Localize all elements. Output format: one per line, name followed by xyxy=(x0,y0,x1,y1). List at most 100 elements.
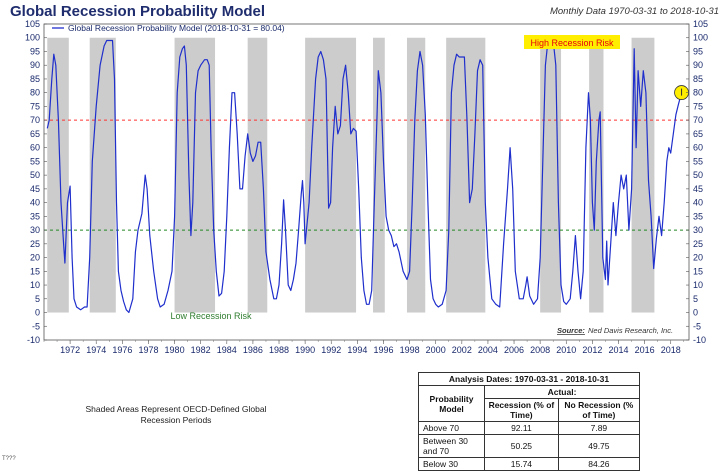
annotations: Global Recession Probability Model (2018… xyxy=(52,23,673,335)
recession-shade xyxy=(47,37,69,313)
y-tick-label: 45 xyxy=(30,184,40,194)
y-tick-label: 15 xyxy=(30,266,40,276)
source-label: Source: xyxy=(557,326,585,335)
high-risk-label: High Recession Risk xyxy=(530,38,614,48)
col-recession: Recession (% of Time) xyxy=(484,398,559,422)
table-row: Below 30 15.74 84.26 xyxy=(417,457,641,471)
y-tick-label: 55 xyxy=(693,156,703,166)
row-header: Probability Model xyxy=(417,385,486,422)
y-tick-label: 5 xyxy=(35,294,40,304)
y-tick-label: 15 xyxy=(693,266,703,276)
x-tick-label: 2000 xyxy=(426,345,446,355)
x-tick-label: 2010 xyxy=(556,345,576,355)
y-tick-label: 25 xyxy=(30,239,40,249)
y-tick-label: 65 xyxy=(30,129,40,139)
col-no-recession: No Recession (% of Time) xyxy=(557,398,641,422)
y-tick-label: 65 xyxy=(693,129,703,139)
y-tick-label: 105 xyxy=(25,19,40,29)
no-recession-value: 84.26 xyxy=(557,457,641,471)
y-tick-label: 20 xyxy=(30,253,40,263)
x-tick-label: 1996 xyxy=(373,345,393,355)
recession-shade xyxy=(373,37,385,313)
x-tick-label: 1994 xyxy=(347,345,367,355)
table-row: Between 30 and 70 50.25 49.75 xyxy=(417,434,641,458)
recession-value: 15.74 xyxy=(484,457,559,471)
x-tick-label: 2016 xyxy=(635,345,655,355)
recession-shade xyxy=(247,37,268,313)
y-tick-label: 50 xyxy=(693,170,703,180)
y-tick-label: 5 xyxy=(693,294,698,304)
y-tick-label: 45 xyxy=(693,184,703,194)
source-text: Ned Davis Research, Inc. xyxy=(588,326,673,335)
recession-shading xyxy=(47,37,655,313)
y-tick-label: 85 xyxy=(30,74,40,84)
y-tick-label: 10 xyxy=(693,280,703,290)
x-tick-label: 1986 xyxy=(243,345,263,355)
analysis-table: Analysis Dates: 1970-03-31 - 2018-10-31 … xyxy=(417,372,641,471)
y-tick-label: 80 xyxy=(693,88,703,98)
no-recession-value: 49.75 xyxy=(557,434,641,458)
y-tick-label: 100 xyxy=(25,33,40,43)
y-tick-label: 105 xyxy=(693,19,708,29)
x-tick-label: 1984 xyxy=(217,345,237,355)
y-tick-label: 50 xyxy=(30,170,40,180)
y-tick-label: 90 xyxy=(693,60,703,70)
y-tick-label: 95 xyxy=(30,46,40,56)
y-tick-label: 80 xyxy=(30,88,40,98)
y-tick-label: -10 xyxy=(693,335,706,345)
x-tick-label: 2018 xyxy=(661,345,681,355)
recession-shade xyxy=(540,37,562,313)
y-tick-label: 30 xyxy=(30,225,40,235)
x-tick-label: 1982 xyxy=(191,345,211,355)
x-tick-label: 1980 xyxy=(165,345,185,355)
legend-label: Global Recession Probability Model (2018… xyxy=(68,23,285,33)
row-label: Above 70 xyxy=(417,421,486,435)
y-tick-label: 25 xyxy=(693,239,703,249)
y-tick-label: -5 xyxy=(32,321,40,331)
actual-header: Actual: xyxy=(484,385,640,399)
recession-value: 50.25 xyxy=(484,434,559,458)
y-tick-label: 70 xyxy=(30,115,40,125)
series-line xyxy=(46,39,683,314)
y-tick-label: 85 xyxy=(693,74,703,84)
recession-shade xyxy=(305,37,357,313)
plot-frame xyxy=(43,23,690,341)
x-tick-label: 1972 xyxy=(60,345,80,355)
y-tick-label: 60 xyxy=(30,143,40,153)
x-tick-label: 1998 xyxy=(400,345,420,355)
y-tick-label: -10 xyxy=(27,335,40,345)
x-tick-label: 2006 xyxy=(504,345,524,355)
high-risk-label-box xyxy=(524,35,620,49)
x-axis: 1972 1974 1976 1978 1980 1982 1984 1986 1988 1990… xyxy=(43,340,685,355)
y-tick-label: 100 xyxy=(693,33,708,43)
recession-shade xyxy=(406,37,426,313)
y-tick-label: 95 xyxy=(693,46,703,56)
y-tick-label: 75 xyxy=(30,101,40,111)
y-tick-label: 40 xyxy=(693,198,703,208)
y-axis-right: -10 -5 0 5 10 15 20 25 30 35 40 45 50 55 60 65 70 75 80 85 9… xyxy=(686,19,708,345)
x-tick-label: 1992 xyxy=(321,345,341,355)
y-tick-label: -5 xyxy=(693,321,701,331)
y-tick-label: 55 xyxy=(30,156,40,166)
y-tick-label: 75 xyxy=(693,101,703,111)
y-tick-label: 30 xyxy=(693,225,703,235)
date-range-label: Monthly Data 1970-03-31 to 2018-10-31 xyxy=(549,6,719,17)
y-tick-label: 0 xyxy=(693,308,698,318)
recession-probability-chart: -10 -5 0 5 10 15 20 25 30 35 40 45 50 55 60 65 70 75 80 85 9… xyxy=(25,19,708,355)
low-risk-label: Low Recession Risk xyxy=(170,311,252,321)
x-tick-label: 1974 xyxy=(86,345,106,355)
y-axis-left: -10 -5 0 5 10 15 20 25 30 35 40 45 50 55 60 65 70 75 80 85 9… xyxy=(25,19,47,345)
table-title: Analysis Dates: 1970-03-31 - 2018-10-31 xyxy=(418,372,640,386)
y-tick-label: 70 xyxy=(693,115,703,125)
x-tick-label: 2002 xyxy=(452,345,472,355)
recession-shade xyxy=(174,37,216,313)
row-label: Below 30 xyxy=(417,457,486,471)
y-tick-label: 35 xyxy=(30,211,40,221)
row-label: Between 30 and 70 xyxy=(417,434,486,458)
x-tick-label: 2012 xyxy=(582,345,602,355)
x-tick-label: 2014 xyxy=(608,345,628,355)
x-tick-label: 1978 xyxy=(138,345,158,355)
recession-value: 92.11 xyxy=(484,421,559,435)
y-tick-label: 90 xyxy=(30,60,40,70)
shading-footnote: Shaded Areas Represent OECD-Defined Glob… xyxy=(85,404,267,425)
